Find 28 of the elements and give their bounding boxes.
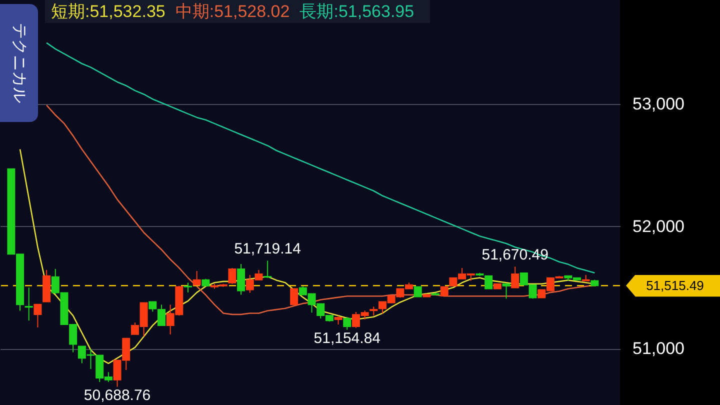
candlestick xyxy=(148,301,157,312)
candlestick xyxy=(414,286,422,298)
candlestick xyxy=(264,260,272,278)
annotation: 50,688.76 xyxy=(84,386,151,404)
candlestick xyxy=(343,316,352,330)
candlestick xyxy=(502,283,510,300)
candlestick xyxy=(24,287,33,322)
candlestick xyxy=(157,304,166,326)
candlestick xyxy=(192,270,201,286)
candlestick xyxy=(228,267,236,284)
text: 短期:51,532.35 xyxy=(51,2,166,21)
candlestick xyxy=(237,264,246,296)
candlestick xyxy=(34,304,42,328)
line-series xyxy=(46,42,596,274)
candlestick xyxy=(484,275,493,290)
text: 中期:51,528.02 xyxy=(175,2,290,21)
ref-line-label: 51,515.49 xyxy=(626,274,720,297)
y-tick-label: 52,000 xyxy=(632,216,684,236)
y-tick-label: 53,000 xyxy=(632,94,684,114)
candlestick xyxy=(184,282,192,293)
annotation: 51,154.84 xyxy=(314,330,380,347)
tab-button: テクニカル xyxy=(0,4,38,122)
annotation: 51,719.14 xyxy=(234,240,301,258)
candlestick xyxy=(290,288,298,306)
annotation: 51,670.49 xyxy=(482,246,548,264)
candlestick xyxy=(511,266,520,288)
y-tick-label: 51,000 xyxy=(632,339,684,358)
text: 長期:51,563.95 xyxy=(300,2,414,21)
